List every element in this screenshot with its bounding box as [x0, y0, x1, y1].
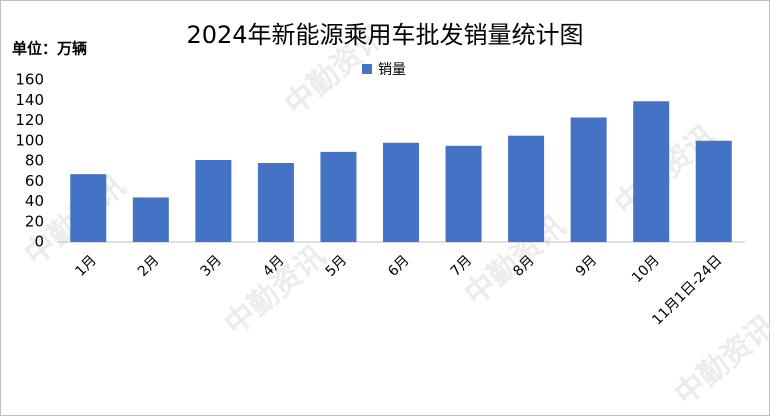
bar [320, 151, 357, 242]
y-tick-label: 0 [34, 233, 44, 251]
bar [132, 197, 169, 242]
y-tick-label: 60 [25, 172, 44, 190]
bar [383, 142, 419, 242]
bar [195, 159, 232, 242]
bar [633, 101, 670, 242]
y-tick-label: 100 [15, 131, 44, 149]
bar [695, 140, 732, 242]
legend-label: 销量 [378, 62, 406, 78]
y-tick-label: 80 [25, 152, 44, 170]
y-tick-label: 160 [15, 71, 44, 89]
legend-swatch [362, 64, 372, 74]
bar [508, 135, 545, 242]
bar [257, 163, 294, 242]
y-tick-label: 40 [25, 192, 44, 210]
bar [570, 117, 607, 242]
unit-label: 单位：万辆 [12, 40, 87, 58]
bar [445, 145, 482, 242]
chart-title: 2024年新能源乘用车批发销量统计图 [186, 21, 583, 49]
y-tick-label: 20 [25, 212, 44, 230]
y-tick-label: 120 [15, 111, 44, 129]
bar [70, 174, 107, 242]
y-tick-label: 140 [15, 91, 44, 109]
